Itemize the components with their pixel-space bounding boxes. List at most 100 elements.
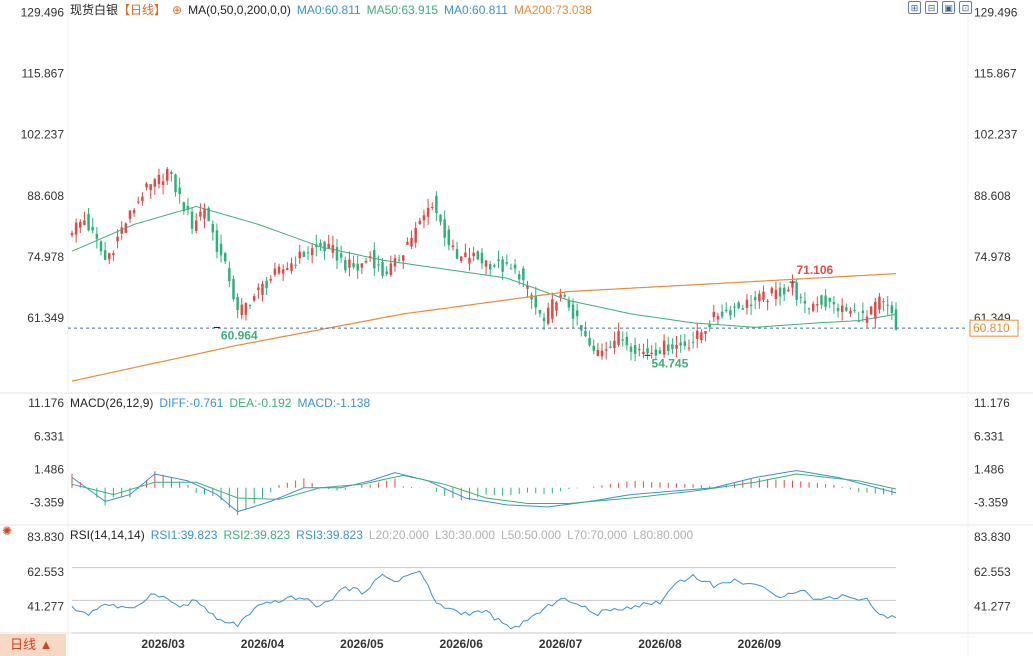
candle-body [741,308,745,310]
candle-body [766,300,769,302]
candle-body [749,304,753,307]
candle-body [803,300,807,304]
expand-icon[interactable]: ⊞ [908,1,921,14]
candle-body [795,282,798,300]
ma-params-label[interactable]: MA(0,50,0,200,0,0) [188,3,291,17]
chart-toolbar: ⊞ ⊟ ▣ ⊡ [908,1,972,14]
candle-body [439,214,442,222]
candle-body [112,253,115,256]
candle-body [617,331,620,345]
candle-body [691,341,695,343]
candle-body [232,278,235,300]
candle-body [472,252,475,257]
candle-body [650,352,653,355]
candle-body [853,309,856,311]
candle-body [700,332,703,341]
candle-body [356,263,359,271]
candle-body [397,259,401,261]
candle-body [509,268,513,270]
candle-body [799,296,803,298]
candle-body [584,330,587,337]
candle-body [302,251,306,257]
macd-tick-right: 6.331 [974,429,1004,443]
price-tick-right: 74.978 [974,250,1011,264]
macd-header: MACD(26,12,9) DIFF:-0.761 DEA:-0.192 MACD:-… [70,396,376,410]
candle-body [402,255,405,261]
shrink-icon[interactable]: ⊟ [925,1,938,14]
candle-body [845,307,848,311]
candle-body [720,311,724,317]
candle-body [103,250,107,260]
price-tick-right: 88.608 [974,189,1011,203]
candle-body [381,261,384,276]
rsi-header: RSI(14,14,14) RSI1:39.823 RSI2:39.823 RSI3:… [70,528,699,542]
candle-body [161,181,165,185]
candle-body [687,347,691,349]
instrument-name[interactable]: 现货白银 [70,3,119,17]
macd-value: MACD:-1.138 [297,396,371,410]
candle-body [344,260,347,271]
candle-body [505,262,509,264]
candle-body [406,241,409,245]
candle-body [199,211,202,217]
candle-body [671,344,674,350]
candle-body [840,305,844,312]
macd-tick-right: -3.359 [974,496,1008,510]
candle-body [87,213,90,231]
candle-body [443,219,446,238]
gear-icon[interactable]: ✺ [2,524,13,538]
candle-body [642,351,645,354]
x-tick-label: 2026/03 [141,637,185,651]
candle-body [534,295,538,308]
candle-body [762,291,765,300]
candle-body [621,339,624,341]
candle-body [522,268,525,281]
candle-body [323,241,326,252]
candle-body [141,196,144,202]
macd-tick-right: 11.176 [974,396,1010,410]
candle-body [426,207,430,217]
period-tab[interactable]: 日线 ▲ [0,634,66,656]
fullscreen-icon[interactable]: ⊡ [959,1,972,14]
fit-icon[interactable]: ▣ [942,1,955,14]
ma50-value: MA50:63.915 [366,3,439,17]
x-tick-label: 2026/07 [539,637,583,651]
rsi-tick-right: 83.830 [974,530,1011,544]
candle-body [327,243,330,249]
candle-body [633,345,637,354]
rsi-tick-left: 62.553 [27,565,64,579]
macd-diff: DIFF:-0.761 [159,396,224,410]
candle-body [244,303,248,315]
candle-body [261,283,264,296]
candle-body [646,348,649,354]
candle-body [306,252,310,254]
candle-body [83,220,86,226]
candle-body [447,229,451,246]
candle-body [737,302,740,309]
candle-body [782,287,786,295]
rsi-title[interactable]: RSI(14,14,14) [70,528,145,542]
candle-body [546,307,550,324]
candle-body [410,237,413,247]
settings-icon[interactable]: ⊕ [172,3,183,17]
candle-body [364,260,368,263]
candle-body [592,345,595,351]
candle-body [248,304,252,307]
rsi-tick-left: 41.277 [27,600,64,614]
candle-body [252,296,256,301]
candle-body [484,260,488,267]
period-label[interactable]: 【日线】 [118,3,167,17]
candle-body [857,320,860,322]
candle-body [74,222,78,235]
candle-body [286,268,289,271]
candle-body [836,307,840,312]
price-tick-left: 74.978 [27,250,64,264]
candle-body [128,210,132,219]
ma0-value: MA0:60.811 [296,3,361,17]
candle-body [828,297,831,302]
candle-body [580,325,583,331]
candle-body [385,271,388,275]
candle-body [476,251,480,260]
macd-title[interactable]: MACD(26,12,9) [70,396,154,410]
candle-body [497,259,500,262]
